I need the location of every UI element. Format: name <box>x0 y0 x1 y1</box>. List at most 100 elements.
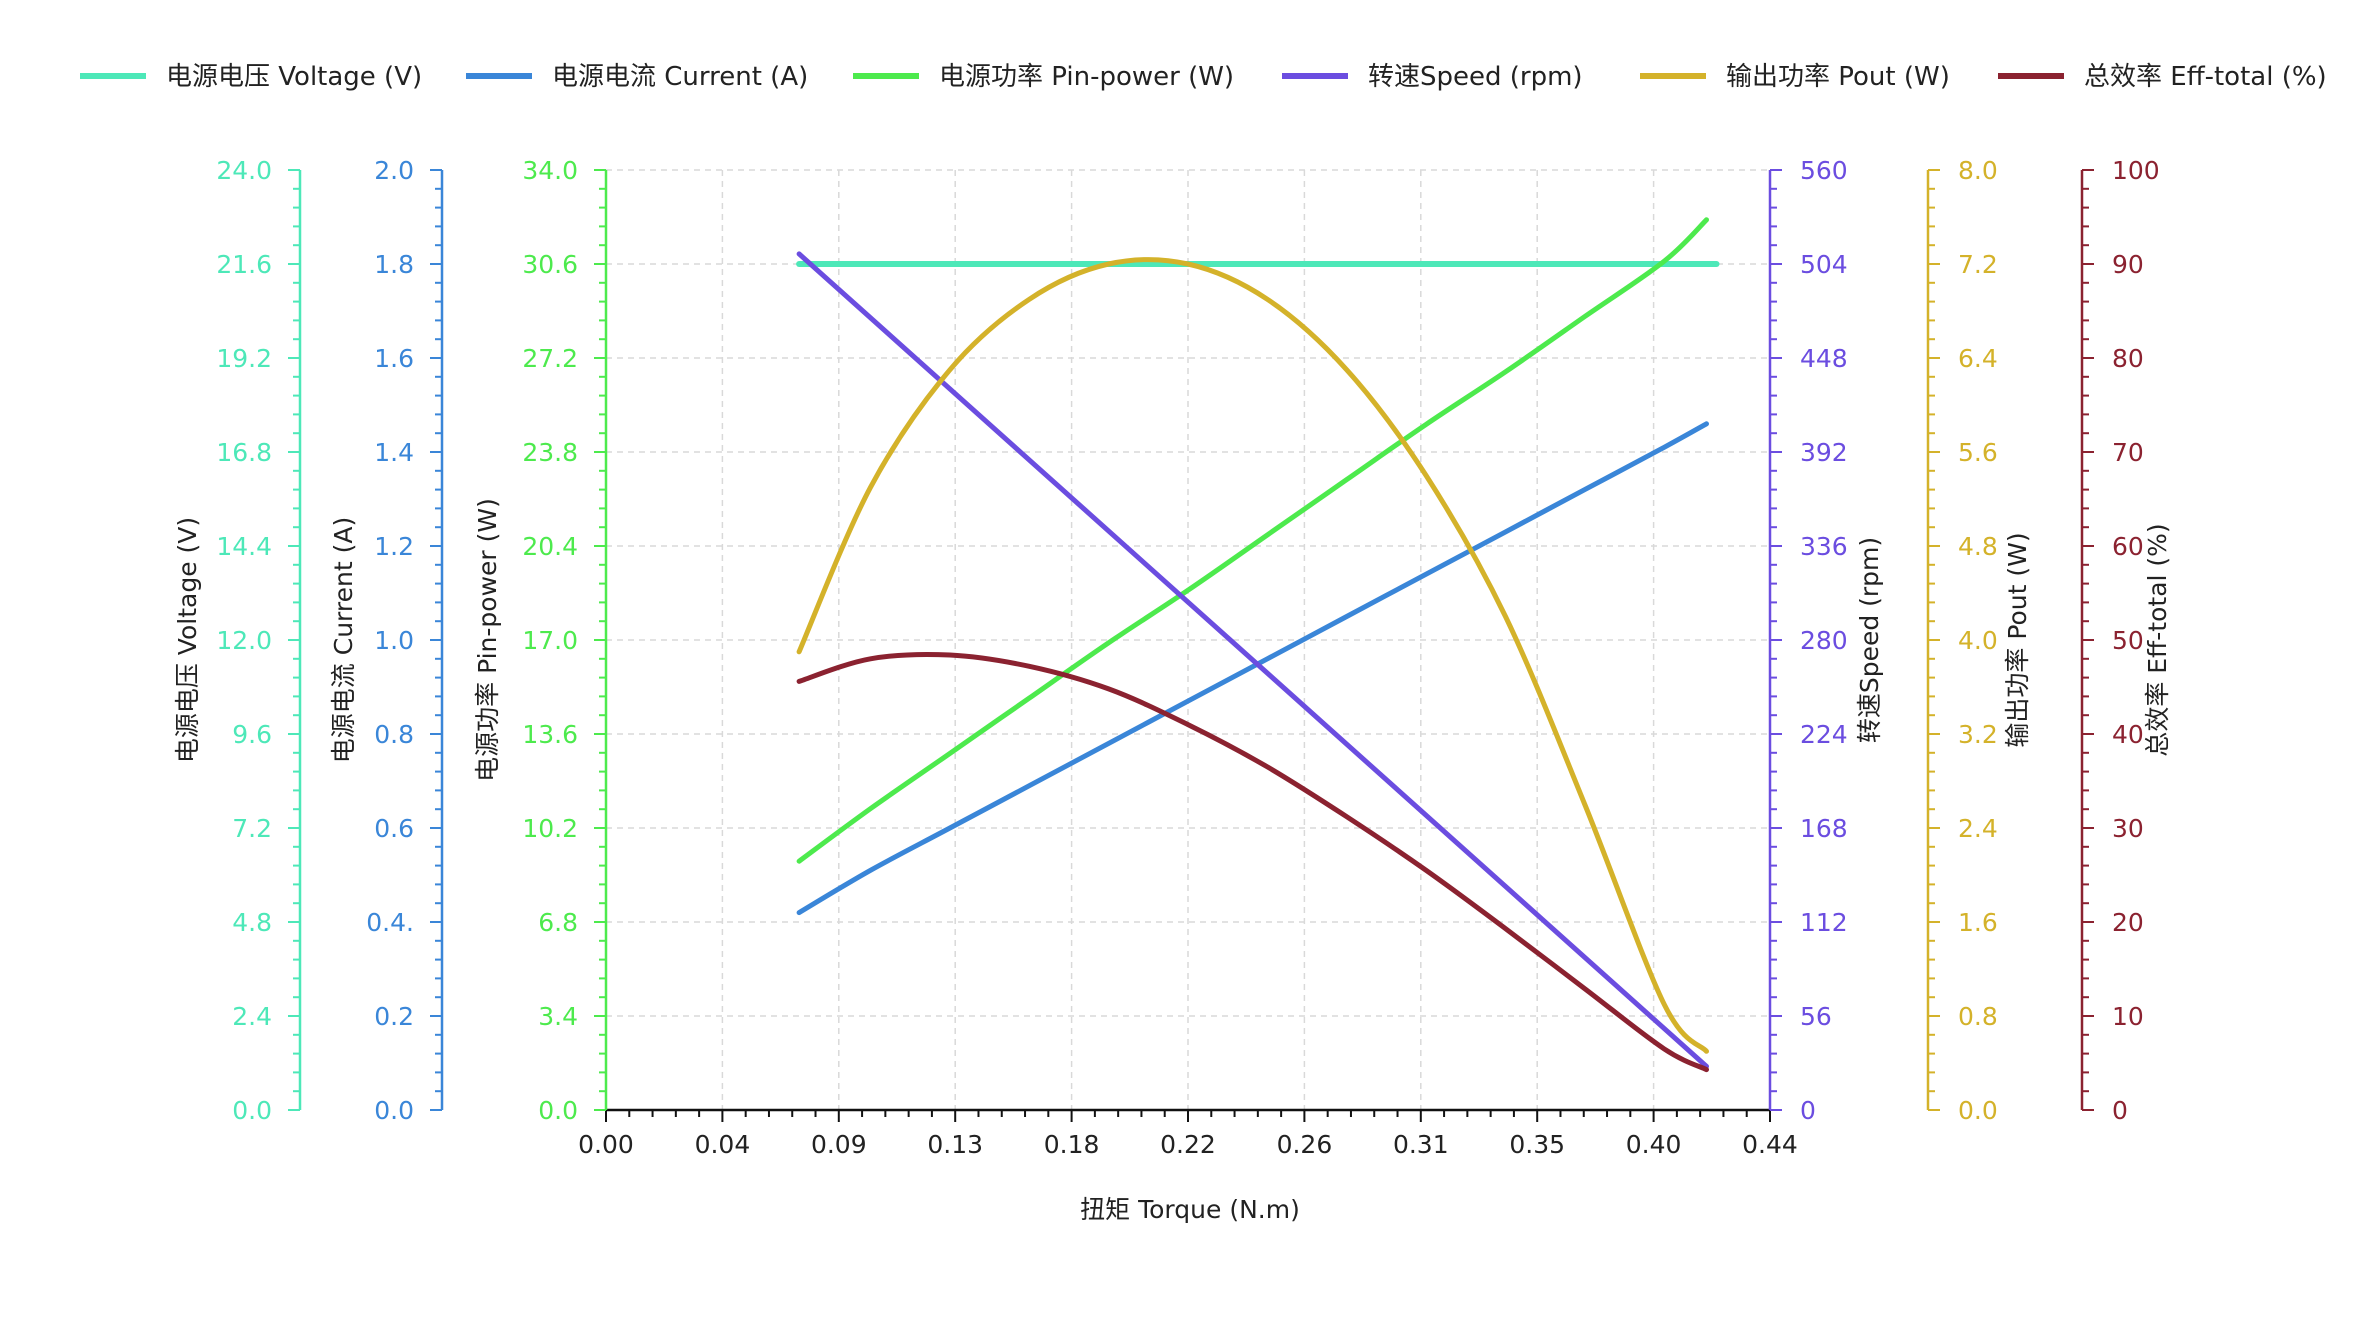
y-tick-label: 0.8 <box>1958 1002 1998 1031</box>
y-axis-eff: 0 10 20 30 40 50 60 70 80 90 100 总效率 Eff-total (%) <box>2080 156 2172 1125</box>
series-lines <box>796 217 1720 1073</box>
series-line-pin <box>796 217 1709 864</box>
y-tick-label: 6.4 <box>1958 344 1998 373</box>
legend-item: 电源电流 Current (A) <box>466 62 808 92</box>
y-axis-pin: 0.0 3.4 6.8 10.2 13.6 17.0 20.4 23.8 27.2 30.6 34.… <box>473 156 608 1125</box>
y-tick-label: 4.0 <box>1958 626 1998 655</box>
grid <box>605 169 1771 1111</box>
y-tick-label: 4.8 <box>1958 532 1998 561</box>
legend-item: 电源电压 Voltage (V) <box>80 62 422 92</box>
legend-item: 转速Speed (rpm) <box>1282 62 1583 92</box>
y-tick-label: 0.6 <box>374 814 414 843</box>
y-tick-label: 0.0 <box>538 1096 578 1125</box>
series-line-current <box>796 421 1709 916</box>
y-tick-label: 4.8 <box>232 908 272 937</box>
y-tick-label: 2.4 <box>232 1002 272 1031</box>
y-axis-title: 总效率 Eff-total (%) <box>2143 523 2172 756</box>
y-tick-label: 1.6 <box>374 344 414 373</box>
y-tick-label: 100 <box>2112 156 2160 185</box>
x-tick-label: 0.04 <box>695 1130 751 1159</box>
x-tick-label: 0.26 <box>1277 1130 1333 1159</box>
y-tick-label: 50 <box>2112 626 2144 655</box>
x-axis-title: 扭矩 Torque (N.m) <box>1080 1195 1300 1224</box>
y-axis-title: 电源电压 Voltage (V) <box>173 517 202 763</box>
y-tick-label: 1.2 <box>374 532 414 561</box>
y-tick-label: 3.4 <box>538 1002 578 1031</box>
y-tick-label: 112 <box>1800 908 1848 937</box>
legend-label: 电源电压 Voltage (V) <box>166 62 422 92</box>
y-tick-label: 2.0 <box>374 156 414 185</box>
y-tick-label: 168 <box>1800 814 1848 843</box>
y-tick-label: 19.2 <box>216 344 272 373</box>
x-tick-label: 0.31 <box>1393 1130 1449 1159</box>
y-tick-label: 70 <box>2112 438 2144 467</box>
y-tick-label: 8.0 <box>1958 156 1998 185</box>
legend-item: 总效率 Eff-total (%) <box>1998 62 2327 92</box>
x-tick-label: 0.35 <box>1509 1130 1565 1159</box>
y-axis-current: 0.0 0.2 0.4. 0.6 0.8 1.0 1.2 1.4 1.6 1.8 2.0 电源电流 C… <box>329 156 444 1125</box>
y-axis-title: 电源电流 Current (A) <box>329 517 358 763</box>
y-tick-label: 1.4 <box>374 438 414 467</box>
y-tick-label: 14.4 <box>216 532 272 561</box>
y-tick-label: 20.4 <box>522 532 578 561</box>
legend-label: 总效率 Eff-total (%) <box>2084 62 2327 92</box>
y-tick-label: 0 <box>2112 1096 2128 1125</box>
y-tick-label: 40 <box>2112 720 2144 749</box>
y-tick-label: 0.2 <box>374 1002 414 1031</box>
y-tick-label: 224 <box>1800 720 1848 749</box>
x-tick-label: 0.13 <box>927 1130 983 1159</box>
y-tick-label: 0.8 <box>374 720 414 749</box>
y-axis-title: 输出功率 Pout (W) <box>2003 532 2032 747</box>
y-tick-label: 6.8 <box>538 908 578 937</box>
legend-label: 电源功率 Pin-power (W) <box>939 62 1234 92</box>
legend-item: 输出功率 Pout (W) <box>1640 62 1950 92</box>
axes: 0.00 0.04 0.09 0.13 0.18 0.22 0.26 0.31 0.35 0.40… <box>173 156 2172 1159</box>
y-tick-label: 2.4 <box>1958 814 1998 843</box>
series-line-speed <box>796 251 1709 1069</box>
legend-label: 转速Speed (rpm) <box>1368 62 1583 92</box>
y-tick-label: 80 <box>2112 344 2144 373</box>
y-tick-label: 392 <box>1800 438 1848 467</box>
y-tick-label: 90 <box>2112 250 2144 279</box>
x-tick-label: 0.00 <box>578 1130 634 1159</box>
y-tick-label: 30.6 <box>522 250 578 279</box>
y-tick-label: 1.8 <box>374 250 414 279</box>
x-tick-label: 0.40 <box>1626 1130 1682 1159</box>
y-tick-label: 7.2 <box>232 814 272 843</box>
y-tick-label: 16.8 <box>216 438 272 467</box>
y-tick-label: 0.0 <box>232 1096 272 1125</box>
y-axis-pout: 0.0 0.8 1.6 2.4 3.2 4.0 4.8 5.6 6.4 7.2 8.0 输出功率 Po… <box>1926 156 2032 1125</box>
y-tick-label: 1.6 <box>1958 908 1998 937</box>
y-tick-label: 448 <box>1800 344 1848 373</box>
y-tick-label: 24.0 <box>216 156 272 185</box>
y-tick-label: 5.6 <box>1958 438 1998 467</box>
y-tick-label: 0.4. <box>366 908 414 937</box>
y-tick-label: 3.2 <box>1958 720 1998 749</box>
legend-item: 电源功率 Pin-power (W) <box>853 62 1234 92</box>
y-tick-label: 20 <box>2112 908 2144 937</box>
series-line-eff <box>796 651 1709 1073</box>
y-tick-label: 10.2 <box>522 814 578 843</box>
y-tick-label: 21.6 <box>216 250 272 279</box>
y-tick-label: 34.0 <box>522 156 578 185</box>
y-tick-label: 13.6 <box>522 720 578 749</box>
y-axis-speed: 0 56 112 168 224 280 336 392 448 504 560 转速Speed (r… <box>1768 156 1884 1125</box>
y-tick-label: 7.2 <box>1958 250 1998 279</box>
y-tick-label: 30 <box>2112 814 2144 843</box>
series-line-pout <box>796 257 1709 1054</box>
legend-label: 电源电流 Current (A) <box>552 62 808 92</box>
y-tick-label: 0 <box>1800 1096 1816 1125</box>
y-tick-label: 560 <box>1800 156 1848 185</box>
x-tick-label: 0.44 <box>1742 1130 1798 1159</box>
y-tick-label: 1.0 <box>374 626 414 655</box>
legend-label: 输出功率 Pout (W) <box>1726 62 1950 92</box>
x-tick-label: 0.09 <box>811 1130 867 1159</box>
y-tick-label: 336 <box>1800 532 1848 561</box>
y-tick-label: 10 <box>2112 1002 2144 1031</box>
y-tick-label: 504 <box>1800 250 1848 279</box>
y-tick-label: 60 <box>2112 532 2144 561</box>
x-tick-label: 0.18 <box>1044 1130 1100 1159</box>
y-tick-label: 280 <box>1800 626 1848 655</box>
y-tick-label: 9.6 <box>232 720 272 749</box>
